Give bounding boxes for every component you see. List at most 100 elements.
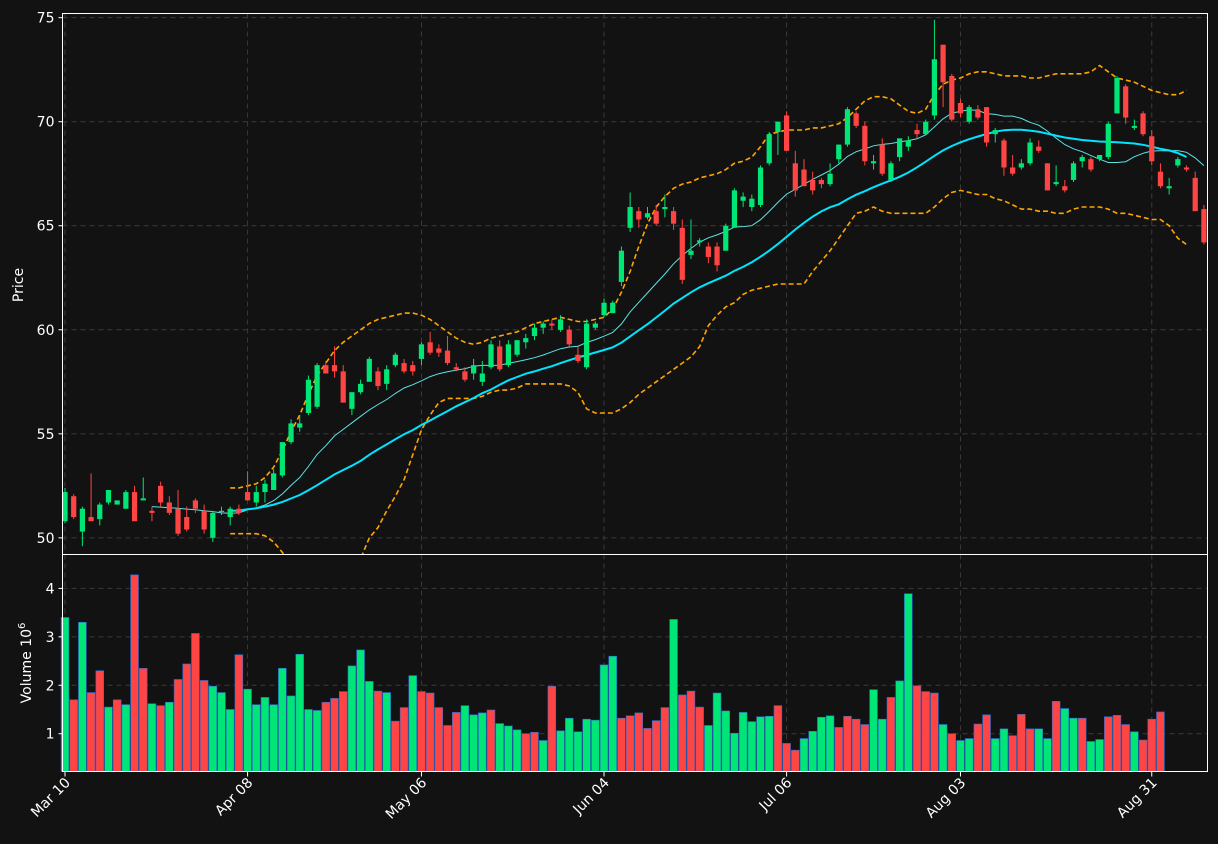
candle-body bbox=[366, 358, 372, 382]
volume-bar bbox=[765, 715, 774, 772]
volume-bar bbox=[373, 690, 383, 772]
candle-body bbox=[983, 107, 990, 143]
candle-body bbox=[757, 167, 764, 205]
candle-body bbox=[697, 240, 703, 243]
candle-body bbox=[1183, 167, 1190, 170]
volume-bar bbox=[1017, 714, 1026, 772]
volume-bar bbox=[921, 691, 930, 772]
volume-bar bbox=[86, 692, 96, 772]
candle-body bbox=[97, 504, 103, 520]
candle-body bbox=[531, 327, 538, 337]
candle-body bbox=[1157, 171, 1164, 187]
candle-body bbox=[479, 373, 485, 382]
candle-body bbox=[288, 423, 294, 443]
volume-bar bbox=[139, 668, 148, 772]
candle-body bbox=[1018, 163, 1024, 168]
volume-bar bbox=[1086, 741, 1096, 772]
volume-bar bbox=[252, 704, 261, 772]
volume-bar bbox=[643, 728, 652, 772]
volume-bar bbox=[556, 730, 565, 772]
candle-body bbox=[610, 302, 616, 314]
volume-bar bbox=[982, 714, 991, 772]
price-marks bbox=[62, 19, 1207, 555]
candle-body bbox=[149, 510, 155, 513]
volume-bar bbox=[208, 685, 218, 772]
candle-body bbox=[1096, 154, 1103, 160]
volume-bar bbox=[947, 733, 957, 772]
candle-body bbox=[783, 115, 790, 151]
candle-body bbox=[592, 323, 598, 328]
volume-bar bbox=[851, 718, 861, 772]
candle-body bbox=[427, 342, 433, 353]
slow-moving-average-line bbox=[230, 128, 1187, 512]
volume-bar bbox=[1147, 718, 1156, 772]
volume-bar bbox=[399, 707, 409, 772]
candle-body bbox=[566, 329, 572, 345]
volume-bar bbox=[730, 732, 739, 772]
candle-body bbox=[670, 211, 677, 224]
candle-body bbox=[114, 500, 120, 505]
candle-body bbox=[1201, 209, 1207, 243]
volume-bar bbox=[878, 718, 887, 772]
volume-bar bbox=[347, 665, 357, 772]
candle-body bbox=[862, 125, 868, 162]
volume-bar bbox=[460, 705, 470, 772]
candle-body bbox=[175, 508, 181, 534]
candle-body bbox=[1192, 177, 1198, 212]
candle-body bbox=[158, 485, 164, 503]
candle-body bbox=[1079, 157, 1085, 162]
volume-bar bbox=[330, 698, 339, 772]
candle-body bbox=[453, 367, 459, 370]
candle-body bbox=[253, 492, 259, 503]
candle-body bbox=[905, 140, 911, 147]
volume-bar bbox=[1121, 724, 1130, 772]
candle-body bbox=[975, 109, 981, 118]
candle-body bbox=[523, 338, 529, 343]
volume-bar bbox=[286, 695, 296, 772]
volume-bar bbox=[747, 721, 757, 772]
candle-body bbox=[184, 517, 190, 530]
volume-bar bbox=[512, 729, 522, 772]
candle-body bbox=[1053, 182, 1059, 185]
volume-bar bbox=[930, 692, 939, 772]
volume-bar bbox=[782, 743, 791, 772]
volume-bar bbox=[234, 654, 244, 772]
volume-bar bbox=[938, 724, 948, 772]
volume-bar bbox=[269, 704, 278, 772]
candle-body bbox=[262, 483, 268, 493]
volume-bar bbox=[738, 712, 748, 772]
candle-body bbox=[957, 102, 964, 114]
candle-body bbox=[1123, 86, 1129, 118]
candle-body bbox=[1088, 159, 1094, 170]
candle-body bbox=[375, 371, 381, 386]
candle-body bbox=[1105, 123, 1111, 158]
volume-bar bbox=[1138, 739, 1148, 772]
candle-body bbox=[992, 130, 998, 135]
candle-body bbox=[297, 423, 303, 428]
volume-bar bbox=[843, 715, 852, 772]
candle-body bbox=[1114, 78, 1120, 114]
volume-y-tick-label: 1 bbox=[46, 727, 55, 743]
volume-bar bbox=[365, 681, 374, 772]
candle-body bbox=[931, 59, 938, 116]
volume-bar bbox=[1095, 739, 1104, 772]
candle-body bbox=[244, 492, 251, 501]
volume-bar bbox=[425, 692, 435, 772]
volume-bar bbox=[243, 688, 252, 772]
candle-body bbox=[210, 512, 216, 538]
candle-body bbox=[140, 498, 146, 501]
volume-bar bbox=[791, 749, 800, 772]
candle-body bbox=[844, 109, 851, 145]
candle-body bbox=[749, 198, 755, 208]
candle-body bbox=[584, 323, 590, 368]
candle-body bbox=[714, 246, 720, 266]
candle-body bbox=[1131, 125, 1137, 128]
price-y-tick-label: 55 bbox=[37, 427, 55, 443]
candle-body bbox=[271, 473, 277, 490]
volume-bar bbox=[130, 574, 139, 772]
volume-bar bbox=[991, 738, 1000, 772]
candle-body bbox=[105, 489, 112, 503]
volume-bar bbox=[1077, 717, 1087, 772]
candle-body bbox=[384, 369, 390, 384]
volume-bar bbox=[338, 691, 348, 772]
